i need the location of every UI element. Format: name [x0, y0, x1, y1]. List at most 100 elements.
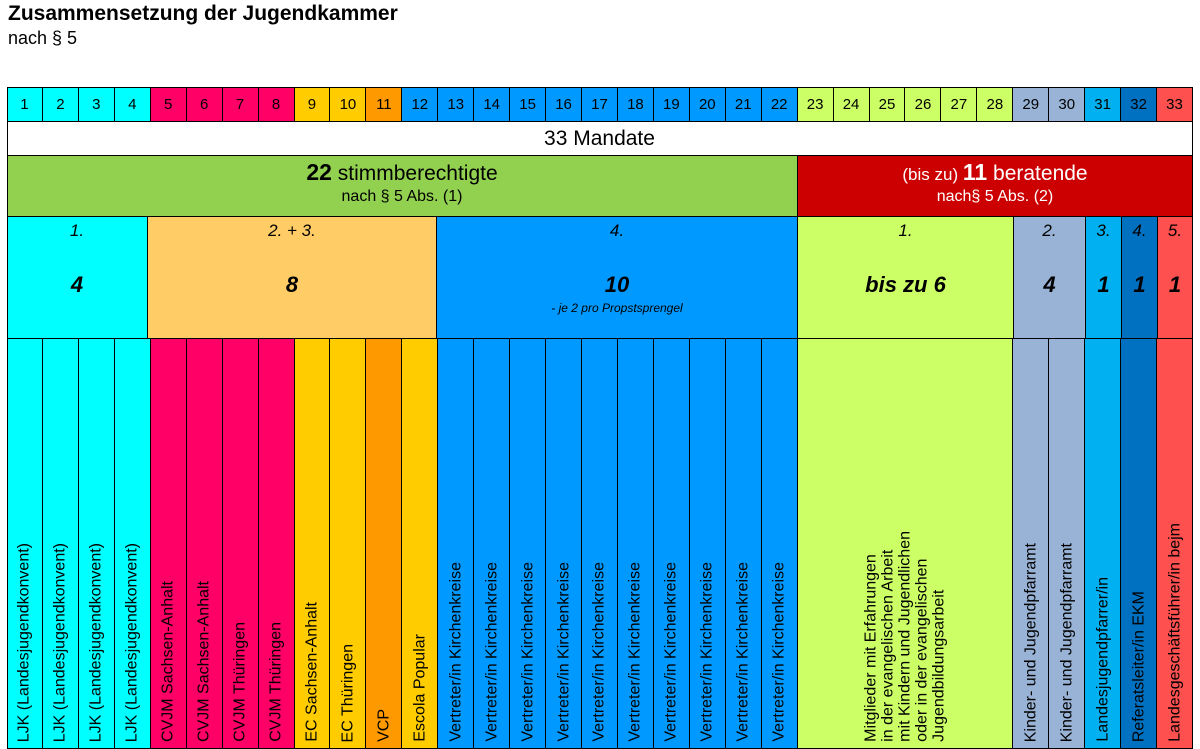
group-cell: 5. 1 — [1158, 217, 1193, 339]
mandate-number: 3 — [78, 87, 115, 122]
mandate-number: 4 — [114, 87, 151, 122]
group-cell: 4. 10 - je 2 pro Propstsprengel — [437, 217, 798, 339]
member-cell: Vertreter/in Kirchenkreise — [510, 339, 547, 749]
member-cell: CVJM Thüringen — [222, 339, 259, 749]
member-label: LJK (Landesjugendkonvent) — [51, 542, 69, 742]
member-label: Vertreter/in Kirchenkreise — [734, 562, 752, 742]
group-count: 1 — [1097, 272, 1110, 297]
member-label: CVJM Thüringen — [231, 622, 249, 742]
member-cell: LJK (Landesjugendkonvent) — [114, 339, 151, 749]
mandate-number: 33 — [1157, 87, 1193, 122]
member-label: Vertreter/in Kirchenkreise — [483, 562, 501, 742]
advisory-subtitle: nach§ 5 Abs. (2) — [936, 188, 1054, 205]
mandate-number: 22 — [761, 87, 798, 122]
group-label: 5. — [1167, 221, 1183, 240]
member-cell: VCP — [366, 339, 403, 749]
member-cell: CVJM Sachsen-Anhalt — [150, 339, 187, 749]
member-label: Vertreter/in Kirchenkreise — [590, 562, 608, 742]
group-note: - je 2 pro Propstsprengel — [551, 301, 683, 315]
member-cell: LJK (Landesjugendkonvent) — [7, 339, 43, 749]
member-label: Vertreter/in Kirchenkreise — [698, 562, 716, 742]
group-label: 2. + 3. — [268, 221, 316, 240]
member-cell: LJK (Landesjugendkonvent) — [42, 339, 79, 749]
mandates-label: 33 Mandate — [544, 126, 655, 150]
member-cell: CVJM Thüringen — [258, 339, 295, 749]
member-cell: LJK (Landesjugendkonvent) — [78, 339, 115, 749]
group-label: 1. — [898, 221, 913, 240]
mandate-number: 2 — [42, 87, 79, 122]
group-label: 4. — [609, 221, 625, 240]
composition-table: 33 Mandate 22 stimmberechtigte nach § 5 … — [7, 87, 1193, 749]
member-cell: Vertreter/in Kirchenkreise — [689, 339, 726, 749]
member-cell: Vertreter/in Kirchenkreise — [761, 339, 798, 749]
member-label: Landesgeschäftsführer/in bejm — [1166, 523, 1184, 742]
mandate-number: 31 — [1085, 87, 1122, 122]
group-label: 1. — [69, 221, 85, 240]
member-cell: Landesgeschäftsführer/in bejm — [1157, 339, 1193, 749]
mandate-number: 12 — [402, 87, 439, 122]
member-label: Mitglieder mit Erfahrungen in der evange… — [862, 531, 948, 742]
mandate-number: 30 — [1049, 87, 1086, 122]
group-count: 10 — [604, 272, 630, 297]
mandate-number: 20 — [689, 87, 726, 122]
group-cell: 4. 1 — [1122, 217, 1158, 339]
group-count: 8 — [285, 272, 299, 297]
member-cell: EC Thüringen — [330, 339, 367, 749]
mandate-number: 27 — [941, 87, 978, 122]
member-cell: Escola Popular — [402, 339, 439, 749]
member-cell: Kinder- und Jugendpfarramt — [1049, 339, 1086, 749]
member-cell: Referatsleiter/in EKM — [1121, 339, 1158, 749]
mandate-number: 10 — [330, 87, 367, 122]
member-label: Vertreter/in Kirchenkreise — [662, 562, 680, 742]
member-label: Landesjugendpfarrer/in — [1094, 577, 1112, 742]
group-count: 1 — [1168, 272, 1182, 297]
advisory-header: (bis zu) 11 beratende nach§ 5 Abs. (2) — [798, 156, 1193, 217]
group-count: bis zu 6 — [865, 272, 946, 297]
member-label: LJK (Landesjugendkonvent) — [15, 542, 33, 742]
member-label: Vertreter/in Kirchenkreise — [519, 562, 537, 742]
group-count: 4 — [70, 272, 84, 297]
member-cell: Landesjugendpfarrer/in — [1085, 339, 1122, 749]
member-label: Vertreter/in Kirchenkreise — [447, 562, 465, 742]
member-label: EC Sachsen-Anhalt — [303, 602, 321, 742]
member-cell: CVJM Sachsen-Anhalt — [186, 339, 223, 749]
member-label: LJK (Landesjugendkonvent) — [123, 542, 141, 742]
advisory-count: 11 — [962, 159, 988, 185]
mandate-number: 15 — [510, 87, 547, 122]
member-label: CVJM Thüringen — [267, 622, 285, 742]
voting-subtitle: nach § 5 Abs. (1) — [341, 188, 463, 205]
mandate-number: 19 — [653, 87, 690, 122]
member-label: VCP — [375, 709, 393, 742]
member-cell: Vertreter/in Kirchenkreise — [653, 339, 690, 749]
mandate-number: 17 — [582, 87, 618, 122]
voting-header: 22 stimmberechtigte nach § 5 Abs. (1) — [7, 156, 798, 217]
advisory-label: beratende — [987, 162, 1088, 185]
member-label: Kinder- und Jugendpfarramt — [1022, 542, 1040, 742]
mandate-number: 25 — [869, 87, 906, 122]
member-cell: Vertreter/in Kirchenkreise — [582, 339, 618, 749]
group-cell: 2. + 3. 8 — [148, 217, 437, 339]
mandate-number: 24 — [833, 87, 870, 122]
member-cell: Kinder- und Jugendpfarramt — [1013, 339, 1050, 749]
member-cell: Vertreter/in Kirchenkreise — [546, 339, 583, 749]
member-cell: Vertreter/in Kirchenkreise — [438, 339, 475, 749]
mandate-number: 28 — [977, 87, 1014, 122]
mandate-number: 14 — [474, 87, 511, 122]
voting-count: 22 — [306, 159, 332, 185]
mandate-number: 7 — [222, 87, 259, 122]
mandate-number: 9 — [294, 87, 331, 122]
member-cell: Vertreter/in Kirchenkreise — [474, 339, 511, 749]
member-cell: Vertreter/in Kirchenkreise — [617, 339, 654, 749]
mandate-number: 21 — [725, 87, 762, 122]
mandate-number: 18 — [617, 87, 654, 122]
member-label: Vertreter/in Kirchenkreise — [770, 562, 788, 742]
group-count: 4 — [1043, 272, 1056, 297]
group-cell: 1. bis zu 6 — [798, 217, 1014, 339]
group-label: 3. — [1096, 221, 1111, 240]
mandate-number: 29 — [1013, 87, 1050, 122]
group-cell: 1. 4 — [7, 217, 148, 339]
mandate-number: 1 — [7, 87, 43, 122]
member-label: LJK (Landesjugendkonvent) — [87, 542, 105, 742]
member-label: CVJM Sachsen-Anhalt — [159, 581, 177, 742]
mandate-number: 32 — [1121, 87, 1158, 122]
